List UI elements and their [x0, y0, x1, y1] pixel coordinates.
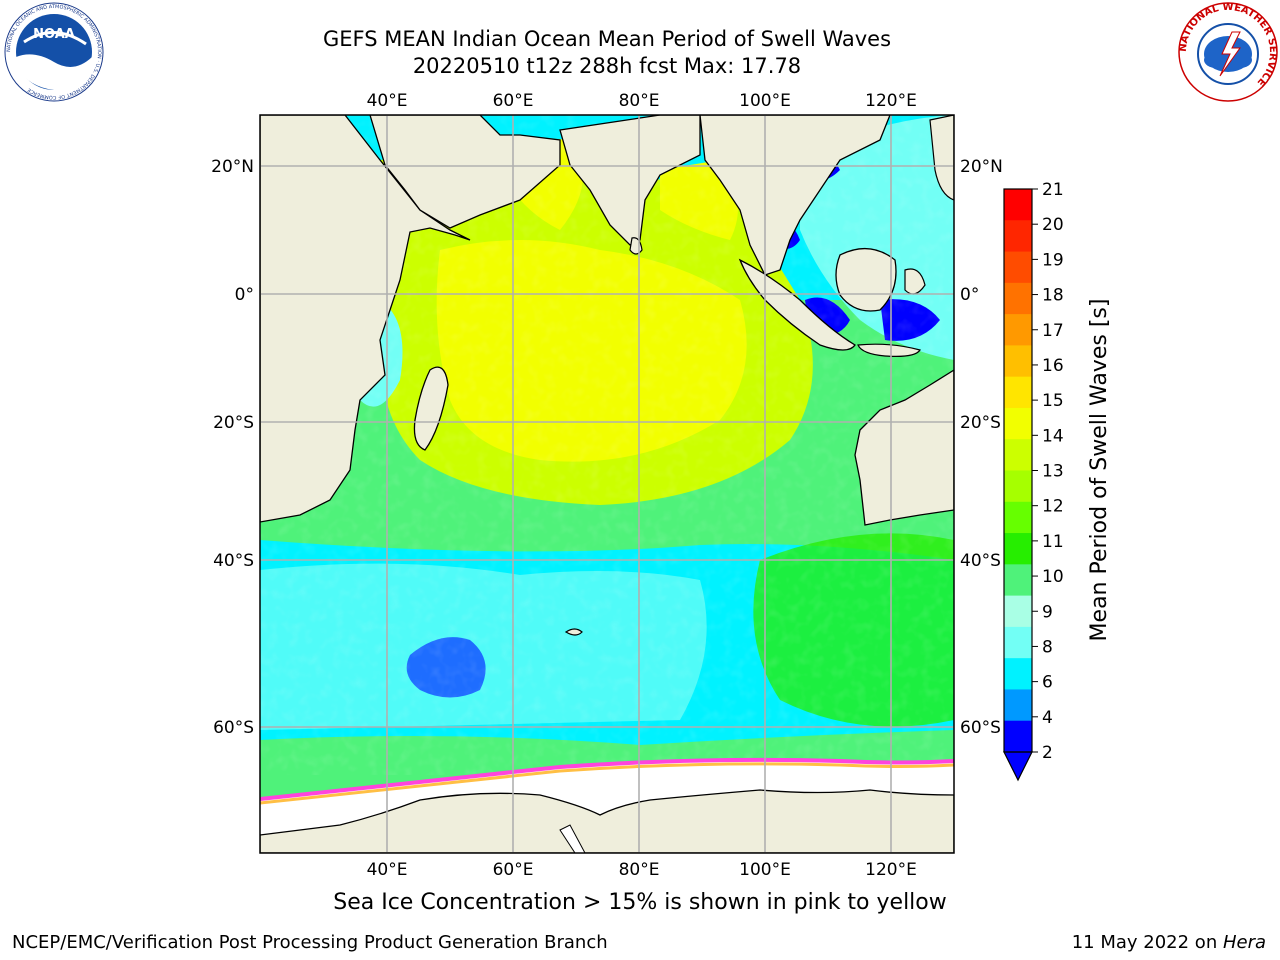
lat-label-right: 40°S	[960, 551, 1001, 571]
lon-label-bottom: 80°E	[619, 860, 660, 880]
colorbar-tick-label: 8	[1042, 637, 1053, 657]
lat-label-left: 40°S	[213, 551, 254, 571]
land-africa	[260, 115, 471, 523]
land-kerguelen	[564, 628, 583, 636]
lat-label-left: 20°S	[213, 413, 254, 433]
lat-label-right: 60°S	[960, 718, 1001, 738]
colorbar-tick-label: 18	[1042, 286, 1064, 306]
sea-ice-note: Sea Ice Concentration > 15% is shown in …	[333, 890, 947, 915]
footer-credit: NCEP/EMC/Verification Post Processing Pr…	[12, 932, 608, 953]
footer-date-text: 11 May 2022 on	[1071, 932, 1223, 953]
lon-label-bottom: 100°E	[739, 860, 791, 880]
lat-label-right: 20°N	[960, 157, 1003, 177]
noaa-text: NOAA	[33, 27, 75, 42]
colorbar-tick-label: 21	[1042, 180, 1064, 200]
colorbar-box	[1004, 251, 1032, 284]
lon-label-top: 120°E	[865, 91, 917, 111]
land-sulawesi	[904, 268, 926, 295]
map-frame	[259, 114, 955, 854]
colorbar-tick-label: 9	[1042, 602, 1053, 622]
colorbar-extend-arrow	[1003, 751, 1033, 782]
lon-label-top: 100°E	[739, 91, 791, 111]
colorbar-box	[1004, 189, 1032, 221]
colorbar-tick-label: 15	[1042, 391, 1064, 411]
colorbar-tick-label: 13	[1042, 462, 1064, 482]
map-title: GEFS MEAN Indian Ocean Mean Period of Sw…	[322, 27, 892, 51]
colorbar-box	[1004, 533, 1032, 565]
ice-shelf-amery	[559, 824, 586, 853]
map-subtitle: 20220510 t12z 288h fcst Max: 17.78	[412, 54, 802, 78]
colorbar-tick-label: 19	[1042, 250, 1064, 270]
colorbar-tick-label: 11	[1042, 532, 1064, 552]
colorbar-tick-label: 12	[1042, 497, 1064, 517]
land-java	[857, 343, 921, 357]
colorbar-box	[1004, 314, 1032, 346]
lon-label-bottom: 40°E	[367, 860, 408, 880]
land-india	[559, 115, 701, 246]
colorbar-box	[1004, 720, 1032, 753]
footer-machine: Hera	[1222, 932, 1266, 953]
lat-label-left: 20°N	[211, 157, 254, 177]
colorbar-box	[1004, 376, 1032, 409]
colorbar-box	[1004, 407, 1032, 440]
sea-ice-edge-orange	[260, 762, 954, 805]
colorbar-label: Mean Period of Swell Waves [s]	[1087, 299, 1112, 642]
lon-label-top: 60°E	[493, 91, 534, 111]
colorbar-tick-label: 10	[1042, 567, 1064, 587]
colorbar-box	[1004, 689, 1032, 722]
graticule	[260, 115, 954, 853]
colorbar-tick-label: 2	[1042, 743, 1053, 763]
land-madagascar	[413, 366, 449, 451]
colorbar-box	[1004, 439, 1032, 471]
lat-label-left: 60°S	[213, 718, 254, 738]
colorbar-box	[1004, 564, 1032, 597]
lon-label-bottom: 120°E	[865, 860, 917, 880]
lon-label-bottom: 60°E	[493, 860, 534, 880]
colorbar-boxes	[1004, 189, 1032, 753]
colorbar-box	[1004, 220, 1032, 253]
lat-label-right: 20°S	[960, 413, 1001, 433]
colorbar-box	[1004, 658, 1032, 690]
lon-label-top: 40°E	[367, 91, 408, 111]
colorbar-box	[1004, 282, 1032, 315]
colorbar-box	[1004, 345, 1032, 378]
land-antarctica	[260, 789, 954, 853]
land-australia	[854, 369, 954, 526]
lon-label-top: 80°E	[619, 91, 660, 111]
colorbar-tick-label: 16	[1042, 356, 1064, 376]
nws-logo: NATIONAL WEATHER SERVICE	[1178, 2, 1278, 102]
colorbar-tick-label: 6	[1042, 673, 1053, 693]
colorbar-tick-label: 17	[1042, 321, 1064, 341]
lat-label-right: 0°	[960, 285, 979, 305]
colorbar-box	[1004, 501, 1032, 534]
noaa-logo: NOAA NATIONAL OCEANIC AND ATMOSPHERIC AD…	[4, 2, 104, 102]
colorbar-box	[1004, 595, 1032, 628]
footer-date: 11 May 2022 on Hera	[1072, 932, 1266, 953]
colorbar-box	[1004, 626, 1032, 659]
lat-label-left: 0°	[235, 285, 254, 305]
colorbar-tick-label: 4	[1042, 708, 1053, 728]
colorbar-ticks: 21 20 19 18 17 16 15 14 13 12 11 10 9 8 6 4 2	[1032, 180, 1064, 763]
sea-ice-edge-pink	[260, 757, 954, 801]
colorbar-tick-label: 14	[1042, 426, 1064, 446]
land-se-asia	[699, 115, 891, 276]
colorbar-box	[1004, 470, 1032, 503]
colorbar-tick-label: 20	[1042, 215, 1064, 235]
land-borneo	[835, 248, 897, 312]
